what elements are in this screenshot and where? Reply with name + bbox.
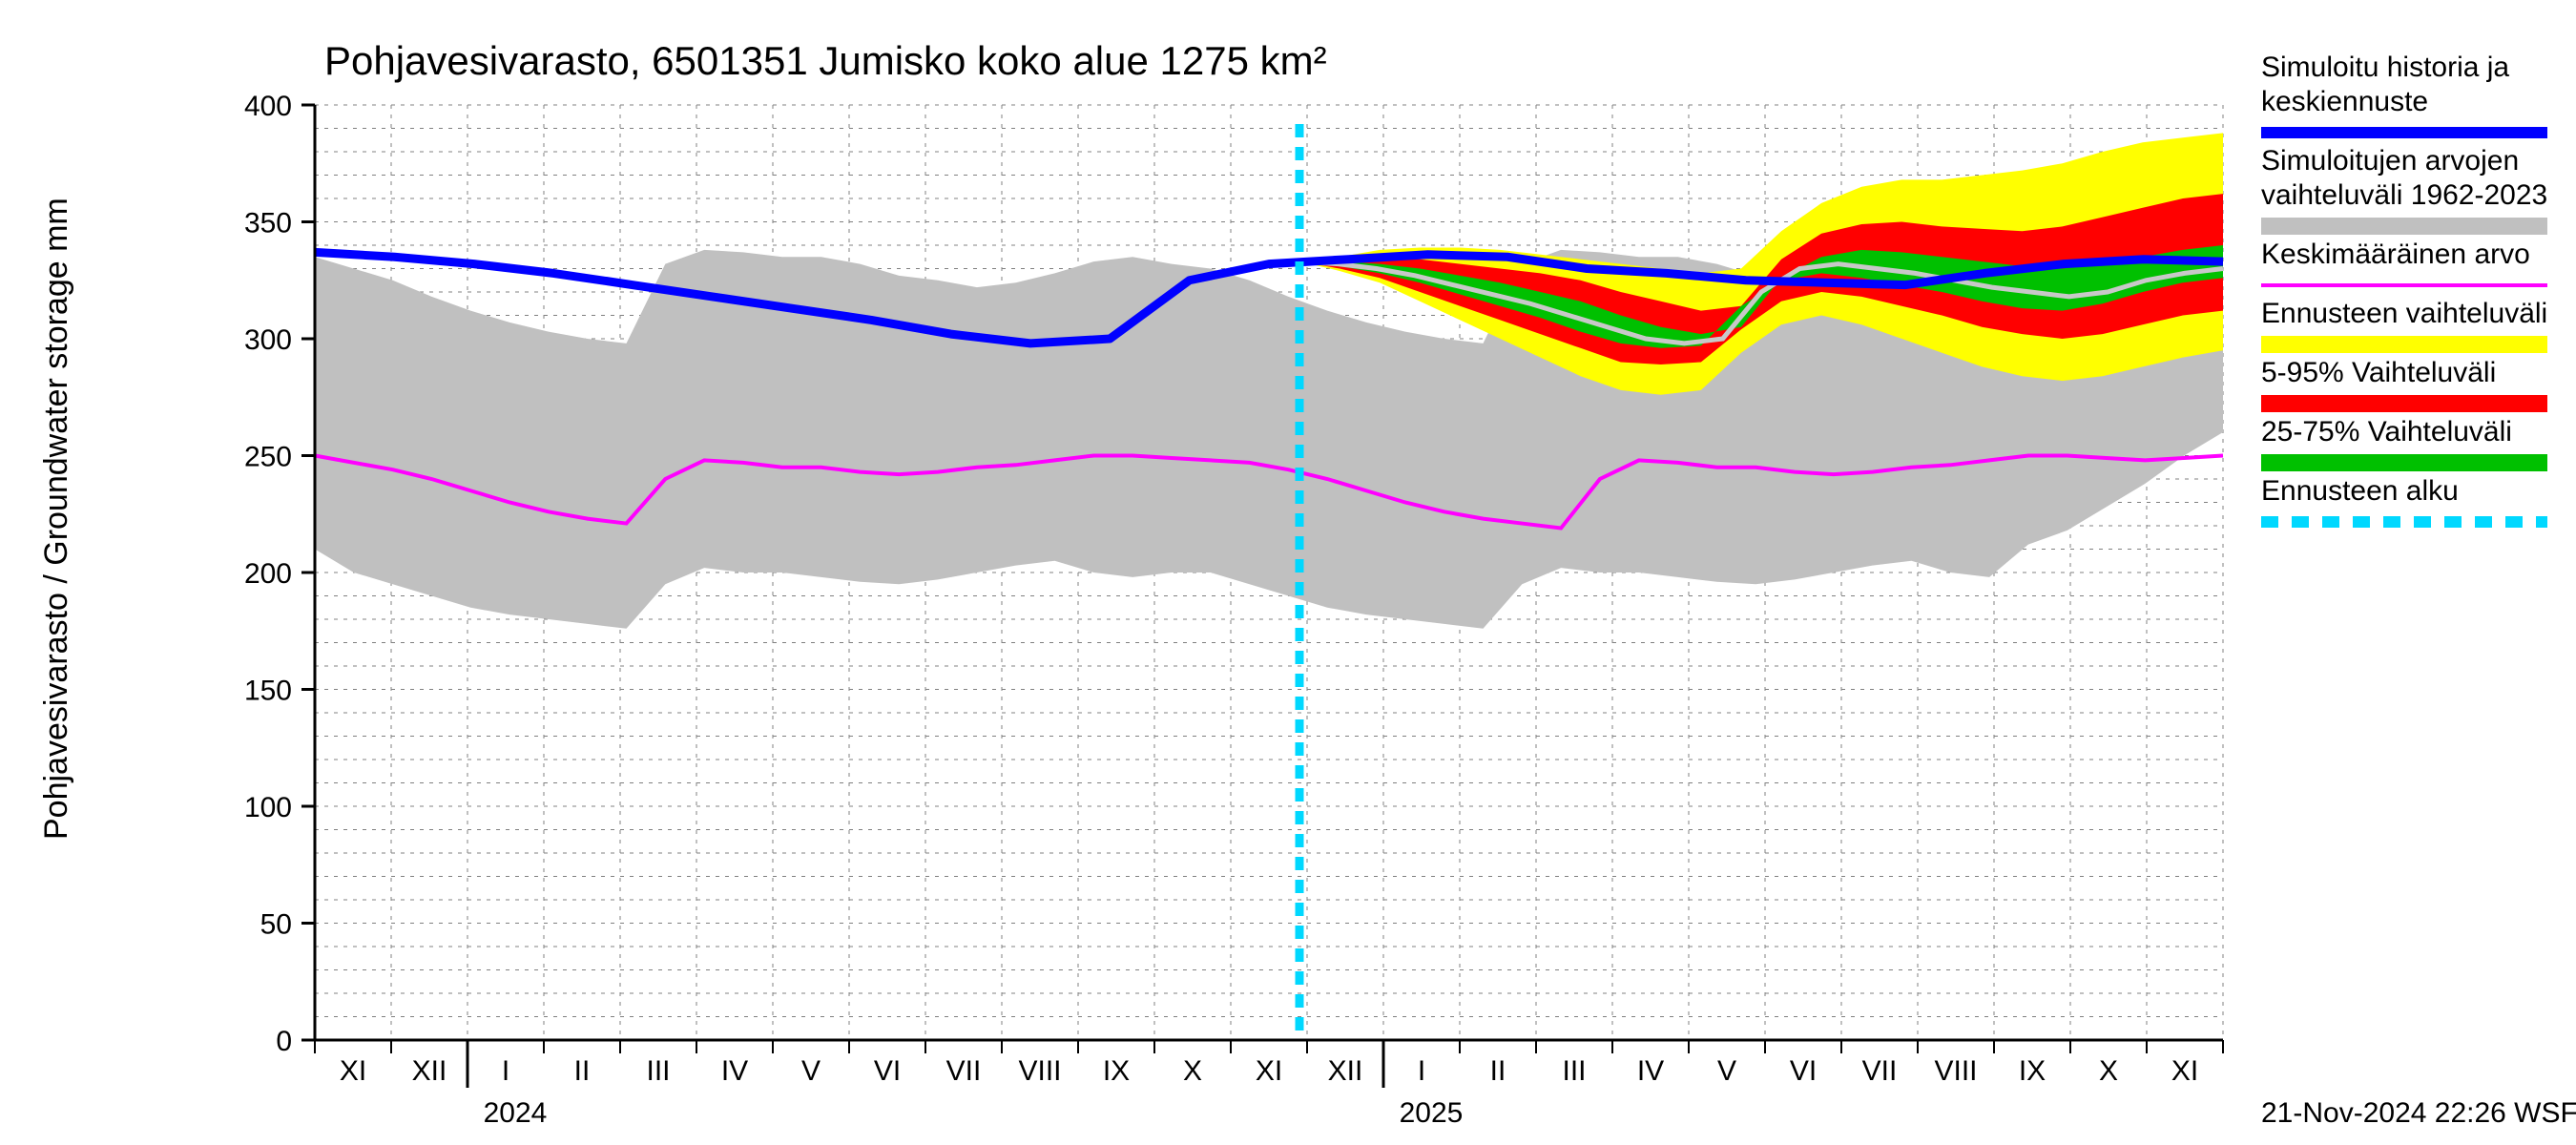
legend-label: 5-95% Vaihteluväli bbox=[2261, 357, 2496, 388]
x-month-label: XI bbox=[2171, 1055, 2198, 1087]
legend-label: Simuloitu historia ja bbox=[2261, 52, 2509, 83]
y-tick-label: 400 bbox=[244, 91, 292, 122]
x-month-label: XI bbox=[340, 1055, 366, 1087]
groundwater-chart: 050100150200250300350400XIXIIIIIIIIIVVVI… bbox=[0, 0, 2576, 1145]
y-tick-label: 300 bbox=[244, 324, 292, 356]
data-layers bbox=[315, 124, 2223, 1040]
chart-title: Pohjavesivarasto, 6501351 Jumisko koko a… bbox=[324, 38, 1327, 83]
x-month-label: III bbox=[1562, 1055, 1586, 1087]
x-month-label: X bbox=[1183, 1055, 1202, 1087]
legend-label: 25-75% Vaihteluväli bbox=[2261, 416, 2512, 448]
chart-footer: 21-Nov-2024 22:26 WSFS-O bbox=[2261, 1097, 2576, 1129]
x-month-label: X bbox=[2099, 1055, 2118, 1087]
legend-swatch bbox=[2261, 454, 2547, 471]
x-month-label: II bbox=[1490, 1055, 1506, 1087]
x-month-label: VII bbox=[946, 1055, 982, 1087]
legend-label: Ennusteen alku bbox=[2261, 475, 2459, 507]
x-month-label: V bbox=[1717, 1055, 1736, 1087]
x-month-label: VIII bbox=[1018, 1055, 1061, 1087]
legend: Simuloitu historia jakeskiennuste Simuloi… bbox=[2261, 52, 2547, 522]
y-axis-label: Pohjavesivarasto / Groundwater storage m… bbox=[38, 198, 74, 840]
x-month-label: IX bbox=[2019, 1055, 2046, 1087]
x-month-label: I bbox=[1418, 1055, 1425, 1087]
legend-swatch bbox=[2261, 336, 2547, 353]
x-month-label: IV bbox=[1637, 1055, 1664, 1087]
legend-label: keskiennuste bbox=[2261, 86, 2428, 117]
x-month-label: XI bbox=[1256, 1055, 1282, 1087]
x-year-label: 2024 bbox=[484, 1097, 548, 1129]
x-month-label: V bbox=[801, 1055, 821, 1087]
x-month-label: III bbox=[646, 1055, 670, 1087]
y-tick-label: 0 bbox=[276, 1026, 292, 1057]
y-tick-label: 150 bbox=[244, 676, 292, 707]
legend-label: Keskimääräinen arvo bbox=[2261, 239, 2530, 270]
legend-label: vaihteluväli 1962-2023 bbox=[2261, 179, 2547, 211]
legend-swatch bbox=[2261, 218, 2547, 235]
x-month-label: VIII bbox=[1934, 1055, 1977, 1087]
x-month-label: XII bbox=[412, 1055, 447, 1087]
x-month-label: II bbox=[574, 1055, 591, 1087]
x-month-label: VI bbox=[874, 1055, 901, 1087]
y-tick-label: 350 bbox=[244, 208, 292, 239]
legend-label: Simuloitujen arvojen bbox=[2261, 145, 2519, 177]
x-month-label: VII bbox=[1862, 1055, 1898, 1087]
y-tick-label: 200 bbox=[244, 558, 292, 590]
x-year-label: 2025 bbox=[1400, 1097, 1464, 1129]
y-tick-label: 100 bbox=[244, 792, 292, 823]
legend-swatch bbox=[2261, 395, 2547, 412]
x-month-label: VI bbox=[1790, 1055, 1817, 1087]
legend-label: Ennusteen vaihteluväli bbox=[2261, 298, 2547, 329]
x-month-label: IV bbox=[721, 1055, 748, 1087]
x-month-label: I bbox=[502, 1055, 509, 1087]
x-month-label: XII bbox=[1328, 1055, 1363, 1087]
x-month-label: IX bbox=[1103, 1055, 1130, 1087]
y-tick-label: 250 bbox=[244, 442, 292, 473]
y-tick-label: 50 bbox=[260, 909, 292, 941]
